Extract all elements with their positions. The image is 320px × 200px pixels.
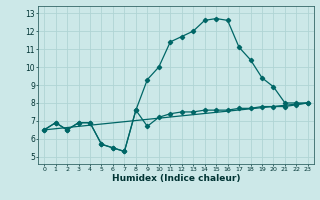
X-axis label: Humidex (Indice chaleur): Humidex (Indice chaleur) — [112, 174, 240, 183]
